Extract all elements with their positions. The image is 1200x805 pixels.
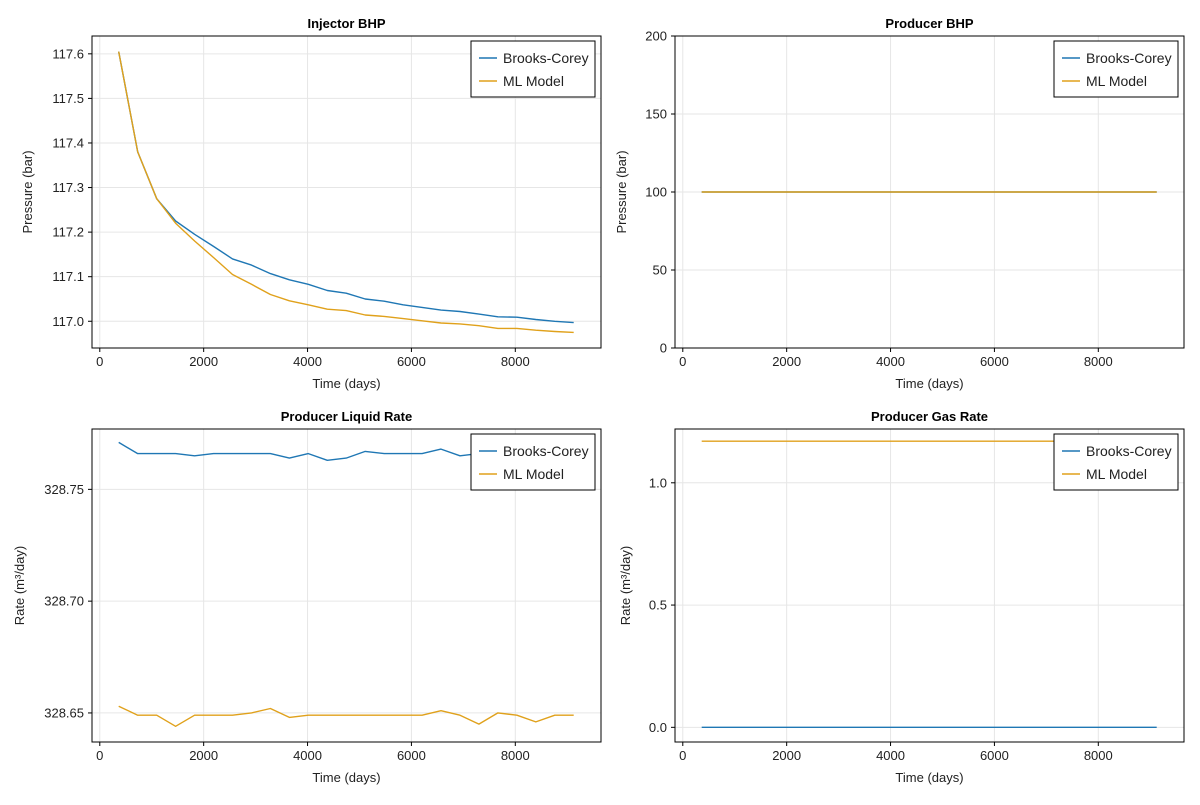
legend-label: ML Model [1086, 466, 1147, 482]
legend-box [470, 433, 596, 491]
legend-label: ML Model [503, 73, 564, 89]
y-tick-label: 0 [660, 341, 667, 356]
x-tick-label: 4000 [876, 354, 905, 369]
chart-panel-1: 0 2000 4000 6000 8000 117.0 117.1 117.2 117.3 117… [20, 16, 602, 391]
x-tick-label: 6000 [980, 748, 1009, 763]
x-tick-label: 0 [96, 748, 103, 763]
legend-label: Brooks-Corey [503, 443, 589, 459]
y-tick-label: 117.1 [52, 269, 84, 284]
x-tick-label: 6000 [397, 354, 426, 369]
x-tick-label: 6000 [397, 748, 426, 763]
x-axis-label: Time (days) [312, 770, 380, 785]
x-axis-label: Time (days) [895, 770, 963, 785]
y-tick-label: 1.0 [649, 475, 667, 490]
chart-title: Producer Gas Rate [871, 409, 988, 424]
y-tick-label: 200 [645, 29, 667, 44]
y-axis-label: Rate (m³/day) [618, 546, 633, 625]
x-tick-label: 2000 [772, 748, 801, 763]
y-tick-label: 117.2 [52, 225, 84, 240]
y-tick-label: 328.70 [44, 594, 84, 609]
legend-label: Brooks-Corey [1086, 443, 1172, 459]
x-axis-label: Time (days) [312, 376, 380, 391]
legend-box [1053, 40, 1179, 98]
x-tick-label: 8000 [501, 748, 530, 763]
y-tick-label: 117.5 [52, 91, 84, 106]
x-tick-label: 2000 [772, 354, 801, 369]
y-tick-label: 117.6 [52, 46, 84, 61]
series-line-ml-model [118, 51, 574, 334]
chart-panel-3: 0 2000 4000 6000 8000 328.65 328.70 328.75 Produ… [12, 409, 602, 785]
x-tick-label: 4000 [293, 748, 322, 763]
legend-label: ML Model [503, 466, 564, 482]
y-tick-label: 0.5 [649, 598, 667, 613]
chart-title: Injector BHP [307, 16, 385, 31]
y-tick-label: 117.3 [52, 180, 84, 195]
series-line-ml-model [118, 705, 574, 727]
y-tick-label: 150 [645, 107, 667, 122]
y-tick-label: 0.0 [649, 720, 667, 735]
x-tick-label: 0 [679, 748, 686, 763]
y-tick-label: 328.65 [44, 705, 84, 720]
legend-box [470, 40, 596, 98]
plot-frame [91, 428, 602, 743]
y-axis-label: Pressure (bar) [614, 150, 629, 233]
y-tick-label: 117.0 [52, 314, 84, 329]
x-tick-label: 8000 [1084, 748, 1113, 763]
x-tick-label: 6000 [980, 354, 1009, 369]
x-tick-label: 4000 [876, 748, 905, 763]
legend: Brooks-Corey ML Model [470, 433, 596, 491]
legend-label: Brooks-Corey [503, 50, 589, 66]
y-tick-label: 117.4 [52, 135, 84, 150]
x-tick-label: 4000 [293, 354, 322, 369]
x-tick-label: 0 [96, 354, 103, 369]
y-tick-label: 328.75 [44, 482, 84, 497]
chart-title: Producer Liquid Rate [281, 409, 412, 424]
chart-title: Producer BHP [885, 16, 973, 31]
x-tick-label: 8000 [501, 354, 530, 369]
chart-panel-2: 0 2000 4000 6000 8000 0 50 100 150 200 Producer BH… [614, 16, 1185, 391]
plot-frame [674, 428, 1185, 743]
x-axis-label: Time (days) [895, 376, 963, 391]
x-tick-label: 2000 [189, 354, 218, 369]
x-tick-label: 0 [679, 354, 686, 369]
y-tick-label: 100 [645, 185, 667, 200]
legend: Brooks-Corey ML Model [1053, 433, 1179, 491]
x-tick-label: 2000 [189, 748, 218, 763]
chart-panel-4: 0 2000 4000 6000 8000 0.0 0.5 1.0 Producer Gas R… [618, 409, 1185, 785]
series-line-brooks-corey [118, 51, 574, 324]
legend: Brooks-Corey ML Model [1053, 40, 1179, 98]
y-axis-label: Rate (m³/day) [12, 546, 27, 625]
y-tick-label: 50 [653, 263, 667, 278]
legend-label: ML Model [1086, 73, 1147, 89]
x-tick-label: 8000 [1084, 354, 1113, 369]
legend: Brooks-Corey ML Model [470, 40, 596, 98]
plot-frame [91, 35, 602, 349]
legend-box [1053, 433, 1179, 491]
y-axis-label: Pressure (bar) [20, 150, 35, 233]
legend-label: Brooks-Corey [1086, 50, 1172, 66]
